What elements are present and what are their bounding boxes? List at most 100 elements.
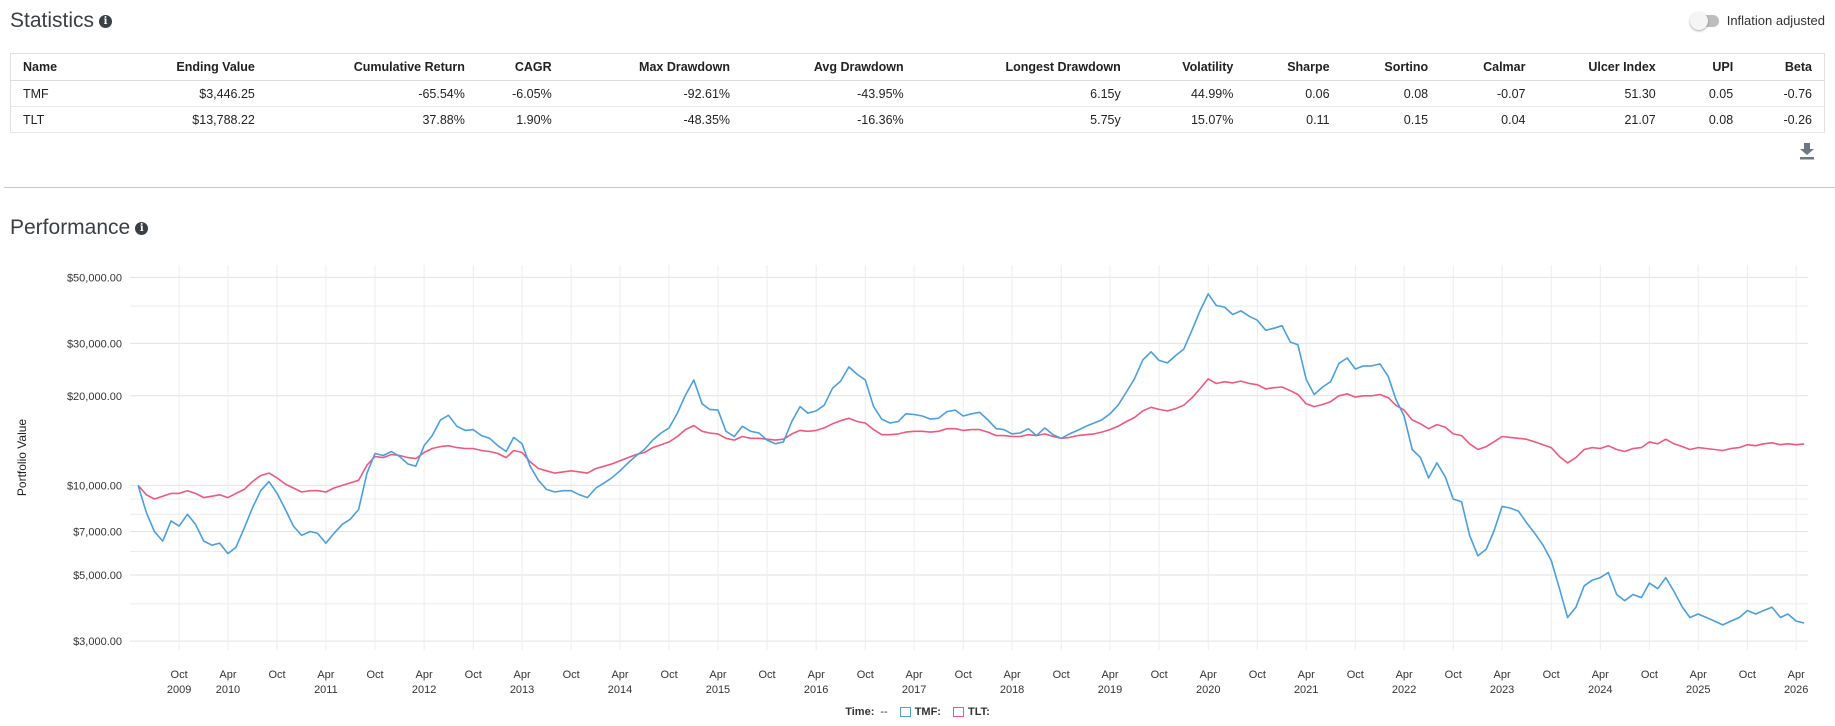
series-line-tlt[interactable] [137, 378, 1805, 500]
table-cell: 0.11 [1245, 106, 1342, 133]
table-cell: -6.05% [476, 80, 564, 107]
x-tick-year: 2014 [608, 684, 632, 696]
x-tick-month: Apr [611, 669, 628, 681]
table-cell: 0.06 [1245, 80, 1342, 107]
x-tick-month: Apr [1298, 669, 1315, 681]
x-tick-year: 2024 [1588, 684, 1612, 696]
column-header[interactable]: Ending Value [109, 53, 267, 81]
legend-item-tlt[interactable]: TLT: [952, 706, 990, 718]
x-tick-month: Oct [366, 669, 383, 681]
table-cell: 0.04 [1440, 106, 1538, 133]
x-tick-year: 2023 [1490, 684, 1514, 696]
table-cell: 5.75y [915, 106, 1133, 133]
y-tick-label: $50,000.00 [67, 272, 122, 284]
y-tick-label: $10,000.00 [67, 480, 122, 492]
x-tick-month: Apr [906, 669, 923, 681]
x-tick-month: Apr [416, 669, 433, 681]
table-row: TLT $13,788.22 37.88% 1.90% -48.35% -16.… [10, 106, 1825, 133]
x-tick-year: 2021 [1294, 684, 1318, 696]
x-tick-month: Apr [1592, 669, 1609, 681]
table-cell: 0.15 [1341, 106, 1441, 133]
legend-time-value: -- [880, 706, 888, 718]
x-tick-year: 2017 [902, 684, 926, 696]
column-header[interactable]: Name [10, 53, 110, 81]
x-tick-year: 2022 [1392, 684, 1416, 696]
x-tick-month: Oct [1151, 669, 1168, 681]
column-header[interactable]: Cumulative Return [266, 53, 477, 81]
x-tick-year: 2011 [314, 684, 338, 696]
legend-item-tmf[interactable]: TMF: [899, 706, 941, 718]
column-header[interactable]: Volatility [1132, 53, 1246, 81]
toggle-switch[interactable] [1689, 11, 1719, 30]
series-line-tmf[interactable] [137, 293, 1805, 626]
y-axis-label: Portfolio Value [15, 419, 29, 496]
x-tick-year: 2009 [167, 684, 191, 696]
column-header[interactable]: Sharpe [1245, 53, 1342, 81]
legend-swatch-tmf [899, 707, 911, 717]
x-tick-month: Apr [1494, 669, 1511, 681]
x-tick-month: Oct [465, 669, 482, 681]
table-cell: -48.35% [563, 106, 743, 133]
column-header[interactable]: Max Drawdown [563, 53, 743, 81]
column-header[interactable]: Calmar [1440, 53, 1538, 81]
table-cell: 0.08 [1667, 106, 1746, 133]
x-tick-month: Apr [1004, 669, 1021, 681]
x-tick-month: Apr [1690, 669, 1707, 681]
performance-chart[interactable]: $50,000.00 $30,000.00 $20,000.00 $10,000.00… [0, 250, 1835, 705]
x-tick-month: Oct [1543, 669, 1560, 681]
x-tick-month: Apr [709, 669, 726, 681]
x-tick-month: Oct [1445, 669, 1462, 681]
table-cell: -92.61% [563, 80, 743, 107]
table-row: TMF $3,446.25 -65.54% -6.05% -92.61% -43… [10, 80, 1825, 107]
x-tick-month: Oct [1053, 669, 1070, 681]
legend-label-tlt: TLT: [967, 706, 990, 718]
x-tick-month: Apr [1788, 669, 1805, 681]
toggle-knob [1689, 11, 1708, 30]
performance-title-text: Performance [10, 216, 131, 239]
y-tick-label: $3,000.00 [73, 636, 122, 648]
table-cell: 21.07 [1537, 106, 1668, 133]
column-header[interactable]: Ulcer Index [1537, 53, 1668, 81]
x-tick-month: Apr [1200, 669, 1217, 681]
y-tick-label: $20,000.00 [67, 391, 122, 403]
x-tick-month: Oct [955, 669, 972, 681]
table-cell: -16.36% [742, 106, 916, 133]
x-tick-month: Apr [219, 669, 236, 681]
table-header-row: Name Ending Value Cumulative Return CAGR… [10, 53, 1825, 81]
info-icon[interactable]: i [99, 14, 113, 28]
table-cell: 51.30 [1537, 80, 1668, 107]
x-tick-month: Apr [1101, 669, 1118, 681]
legend-time: Time: -- [845, 706, 887, 718]
table-cell: 44.99% [1132, 80, 1246, 107]
x-tick-year: 2012 [412, 684, 436, 696]
table-cell: 1.90% [476, 106, 564, 133]
table-cell: -0.26 [1745, 106, 1825, 133]
column-header[interactable]: Beta [1745, 53, 1825, 81]
column-header[interactable]: CAGR [476, 53, 564, 81]
table-cell: 15.07% [1132, 106, 1246, 133]
info-icon[interactable]: i [135, 221, 149, 235]
statistics-table: Name Ending Value Cumulative Return CAGR… [10, 53, 1825, 133]
column-header[interactable]: Longest Drawdown [915, 53, 1133, 81]
x-tick-year: 2018 [1000, 684, 1024, 696]
column-header[interactable]: Avg Drawdown [742, 53, 916, 81]
x-tick-month: Apr [808, 669, 825, 681]
inflation-adjusted-toggle[interactable]: Inflation adjusted [1689, 11, 1825, 30]
x-tick-year: 2019 [1098, 684, 1122, 696]
table-cell: 37.88% [266, 106, 477, 133]
x-tick-month: Oct [1347, 669, 1364, 681]
x-tick-year: 2020 [1196, 684, 1220, 696]
x-tick-month: Apr [317, 669, 334, 681]
table-cell: -0.07 [1440, 80, 1538, 107]
x-tick-year: 2025 [1686, 684, 1710, 696]
table-cell: -43.95% [742, 80, 916, 107]
table-cell: 0.05 [1667, 80, 1746, 107]
x-tick-year: 2010 [216, 684, 240, 696]
table-cell: TLT [10, 106, 110, 133]
y-tick-label: $5,000.00 [73, 570, 122, 582]
column-header[interactable]: Sortino [1341, 53, 1441, 81]
download-icon[interactable] [1799, 142, 1815, 160]
legend-label-tmf: TMF: [914, 706, 941, 718]
table-cell: 0.08 [1341, 80, 1441, 107]
column-header[interactable]: UPI [1667, 53, 1746, 81]
